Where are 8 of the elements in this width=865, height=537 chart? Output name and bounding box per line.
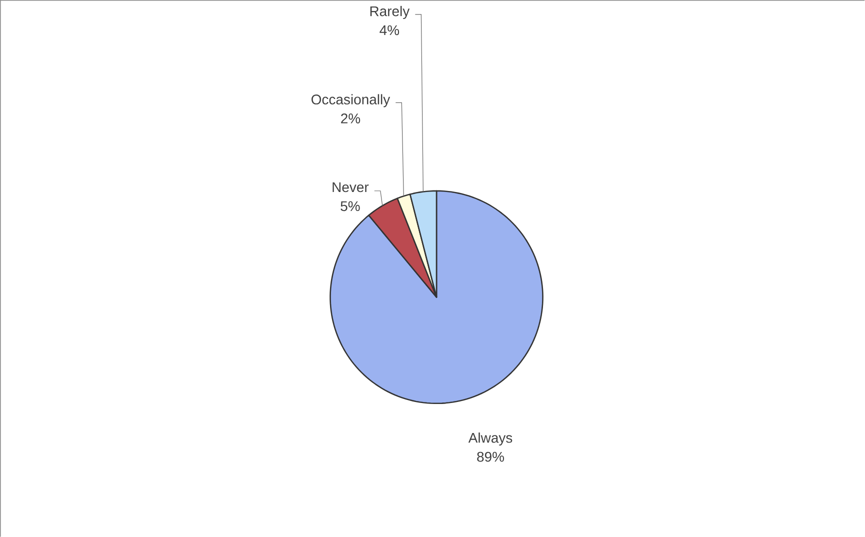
data-label: 4% [380, 25, 400, 36]
slice-label: Never [332, 182, 369, 192]
data-label: 89% [477, 452, 504, 462]
slice-label: Always [468, 432, 512, 446]
slice-label: Rarely [370, 6, 410, 19]
data-label: 2% [341, 113, 360, 124]
slice-label: Occasionally [312, 94, 390, 108]
data-label: 5% [340, 201, 360, 212]
